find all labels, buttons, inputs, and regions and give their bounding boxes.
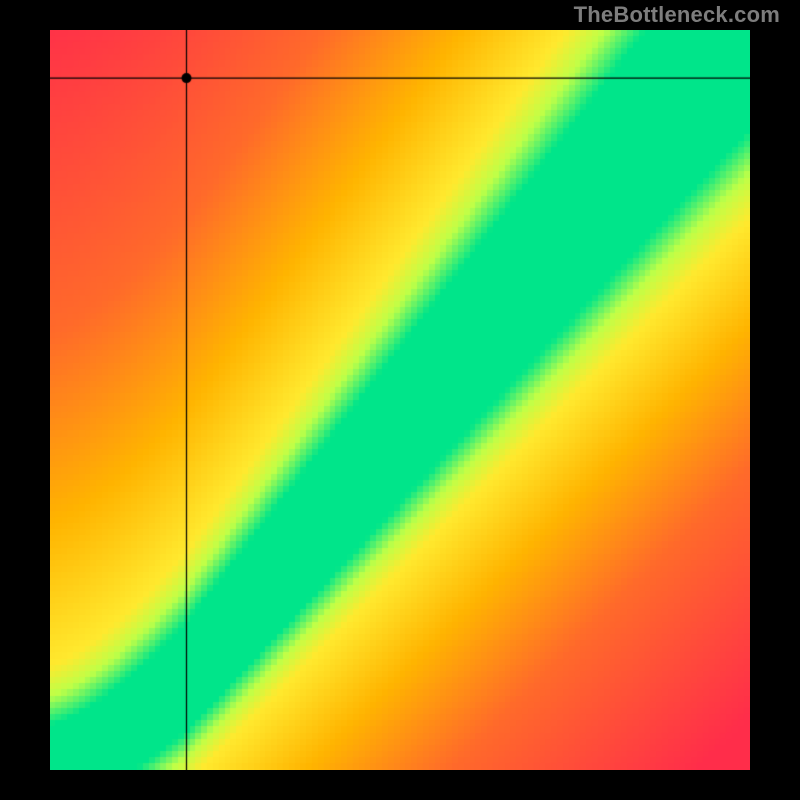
bottleneck-heatmap	[50, 30, 750, 770]
chart-container: TheBottleneck.com	[0, 0, 800, 800]
attribution-text: TheBottleneck.com	[574, 2, 780, 28]
